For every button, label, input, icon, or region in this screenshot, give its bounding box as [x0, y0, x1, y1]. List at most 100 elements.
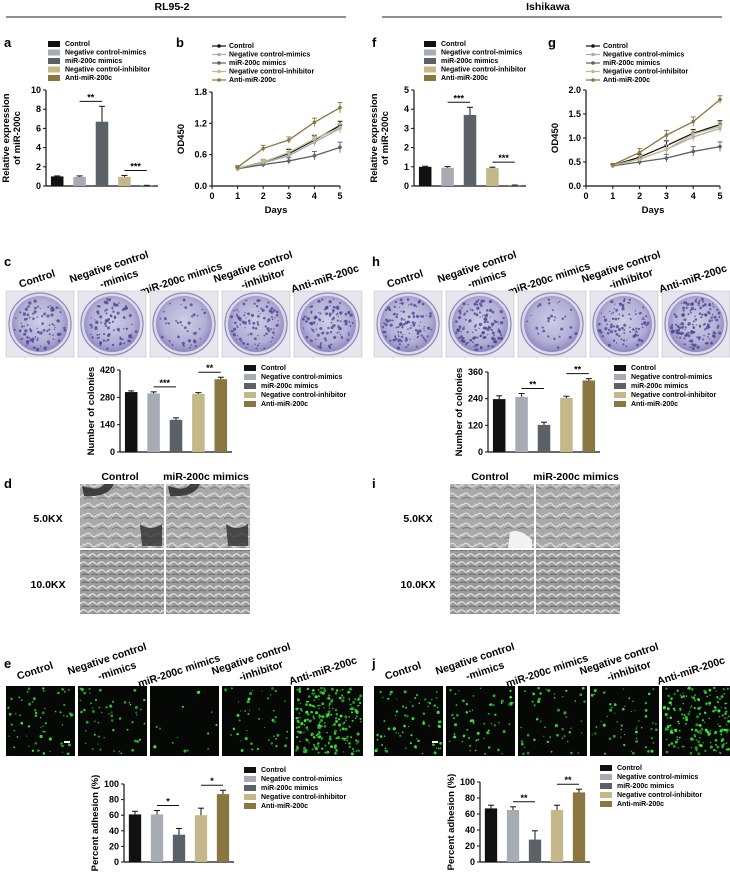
adherent-cell	[67, 688, 70, 692]
legend-swatch	[244, 785, 256, 791]
adherent-cell	[251, 689, 254, 692]
colony	[476, 343, 479, 346]
adherent-cell	[350, 711, 354, 714]
colony	[685, 332, 689, 336]
colony	[481, 331, 485, 335]
legend-swatch	[614, 383, 626, 389]
colony	[33, 310, 37, 314]
adherent-cell	[688, 710, 691, 713]
adherent-cell	[396, 698, 398, 700]
adherent-cell	[136, 714, 138, 716]
adherent-cell	[404, 714, 407, 717]
adherent-cell	[358, 704, 360, 707]
legend-entry: Negative control-inhibitor	[261, 392, 346, 399]
colony	[39, 345, 42, 348]
colony	[490, 322, 494, 326]
colony	[23, 325, 25, 327]
adherent-cell	[428, 702, 432, 705]
adherent-cell	[612, 734, 616, 738]
legend-swatch	[48, 49, 60, 56]
colony	[349, 314, 352, 316]
colony	[615, 332, 619, 336]
sem-micrograph	[80, 550, 164, 614]
adherent-cell	[435, 747, 438, 749]
x-tick-label: 1	[610, 191, 615, 201]
colony	[15, 317, 17, 319]
colony	[182, 298, 186, 302]
adherent-cell	[354, 708, 356, 711]
adherent-cell	[34, 709, 37, 712]
legend-entry: Control	[631, 365, 656, 372]
colony	[49, 307, 52, 310]
colony	[530, 314, 532, 317]
colony	[610, 330, 614, 334]
adherent-cell	[472, 695, 475, 697]
data-point	[261, 146, 266, 151]
adherent-cell	[303, 731, 305, 734]
adherent-cell	[561, 695, 564, 698]
legend-swatch	[600, 765, 612, 771]
adherent-cell	[652, 688, 655, 691]
adherent-cell	[297, 707, 299, 710]
legend-swatch	[244, 383, 256, 389]
colony	[688, 331, 690, 334]
colony	[693, 320, 696, 323]
adherent-cell	[328, 707, 331, 709]
adherent-cell	[726, 717, 728, 719]
colony	[486, 320, 489, 324]
x-axis-label: Days	[642, 205, 665, 216]
adherent-cell	[395, 732, 397, 734]
colony	[310, 312, 313, 315]
colony	[52, 334, 54, 337]
colony	[476, 303, 479, 306]
colony	[402, 310, 405, 313]
adherent-cell	[722, 687, 725, 691]
colony	[271, 336, 274, 339]
adherent-cell	[342, 696, 345, 699]
colony	[397, 340, 400, 343]
colony	[232, 327, 237, 331]
bar-5	[508, 185, 522, 186]
adherent-cell	[708, 704, 711, 706]
sem-micrograph	[166, 550, 250, 614]
colony	[424, 340, 427, 343]
panel-letter-a: a	[4, 35, 12, 50]
adherent-cell	[709, 732, 712, 735]
colony	[116, 327, 120, 331]
colony	[687, 313, 690, 316]
colony	[389, 323, 393, 327]
legend-swatch	[48, 75, 60, 81]
adherent-cell	[563, 735, 566, 738]
colony	[274, 317, 276, 319]
colony	[692, 330, 696, 334]
colony	[678, 326, 682, 330]
colony	[712, 305, 715, 308]
colony	[425, 314, 428, 317]
colony	[326, 331, 329, 335]
adherent-cell	[240, 710, 242, 712]
adherent-cell	[103, 736, 105, 739]
adherent-cell	[718, 710, 720, 713]
colony	[698, 324, 702, 328]
colony	[124, 305, 128, 308]
adherent-cell	[724, 702, 727, 705]
adherent-cell	[614, 712, 616, 714]
y-axis-label: OD450	[550, 123, 561, 153]
adherent-cell	[468, 744, 472, 748]
adherent-cell	[379, 735, 383, 738]
adherent-cell	[296, 730, 299, 733]
significance-label: **	[520, 793, 528, 803]
adherent-cell	[109, 704, 113, 708]
colony	[423, 327, 425, 330]
adherent-cell	[310, 710, 314, 714]
colony	[175, 319, 178, 322]
colony	[418, 300, 422, 304]
y-tick-label: 2.0	[568, 85, 581, 95]
adherent-cell	[640, 726, 643, 729]
legend-entry: Anti-miR-200c	[261, 803, 308, 810]
adherent-cell	[244, 737, 248, 741]
adherent-cell	[716, 701, 719, 704]
colony	[230, 315, 234, 319]
colony	[43, 312, 47, 316]
adherent-cell	[682, 692, 684, 694]
